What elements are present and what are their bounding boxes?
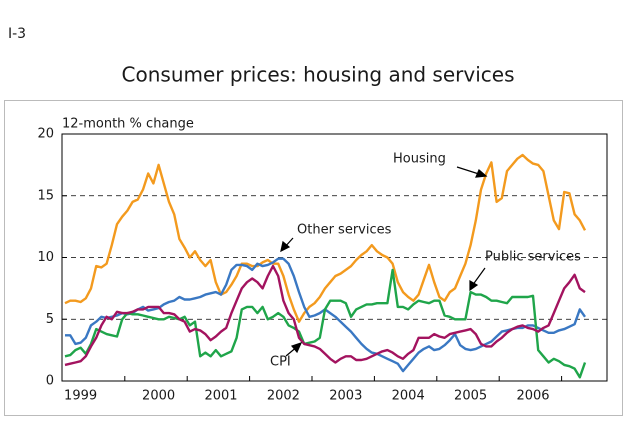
y-tick-label: 15 <box>37 188 54 203</box>
series-label: Public services <box>485 250 581 265</box>
y-tick-label: 0 <box>46 374 54 389</box>
arrowhead <box>290 342 303 354</box>
y-tick-label: 5 <box>46 312 54 327</box>
series-label: CPI <box>270 355 291 370</box>
grid <box>62 195 607 320</box>
series-label: Other services <box>297 223 392 238</box>
arrowhead <box>280 240 291 253</box>
chart-frame <box>4 100 623 416</box>
figure-label: I-3 <box>8 26 26 42</box>
series-label: Housing <box>393 152 446 167</box>
chart-title: Consumer prices: housing and services <box>122 63 515 87</box>
x-tick-label: 2006 <box>516 389 549 404</box>
y-tick-label: 20 <box>37 127 54 142</box>
arrowhead <box>475 169 488 178</box>
x-tick-label: 2003 <box>329 389 362 404</box>
x-tick-label: 2001 <box>204 389 237 404</box>
annotation-arrows <box>280 166 488 357</box>
x-tick-label: 1999 <box>64 389 97 404</box>
y-axis-label: 12-month % change <box>62 117 194 132</box>
x-tick-label: 2004 <box>392 389 425 404</box>
x-axis: 0 5 10 15 20 1999 2000 2001 2002 2003 2004 2005 2006 <box>37 127 563 404</box>
lines <box>64 153 587 379</box>
x-tick-label: 2002 <box>267 389 300 404</box>
series-line <box>64 268 587 379</box>
x-tick-label: 2005 <box>454 389 487 404</box>
series-line <box>64 264 586 367</box>
x-tick-label: 2000 <box>142 389 175 404</box>
y-tick-label: 10 <box>37 250 54 265</box>
series-line <box>64 153 587 323</box>
arrowhead <box>469 279 479 292</box>
